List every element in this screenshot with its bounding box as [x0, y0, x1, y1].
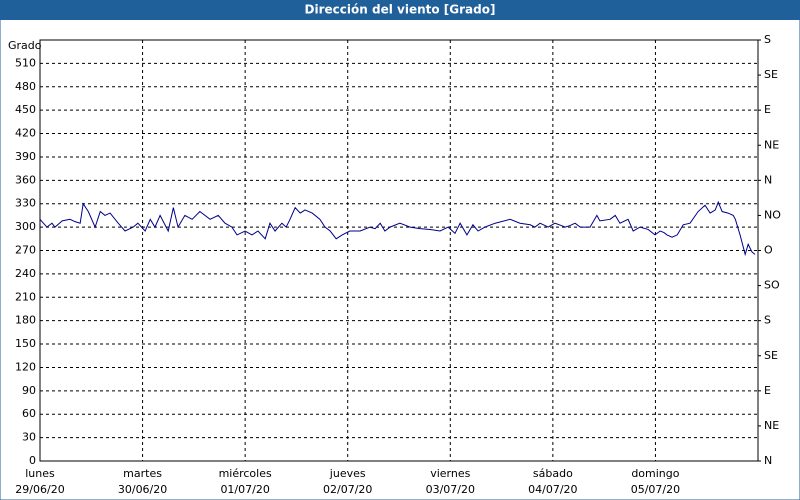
y-tick-label: 480	[15, 80, 36, 93]
x-tick-label: lunes	[25, 467, 55, 480]
y-tick-label: 420	[15, 127, 36, 140]
y-tick-label: 0	[29, 454, 36, 467]
y-tick-label: 360	[15, 173, 36, 186]
y-tick-label: 270	[15, 244, 36, 257]
x-tick-label: jueves	[329, 467, 366, 480]
x-tick-sublabel: 05/07/20	[631, 483, 680, 496]
y-tick-label: 300	[15, 220, 36, 233]
x-tick-sublabel: 29/06/20	[15, 483, 64, 496]
y2-tick-label: N	[764, 173, 772, 186]
y2-tick-label: SE	[764, 68, 778, 81]
y-tick-label: 390	[15, 150, 36, 163]
y2-tick-label: E	[764, 384, 771, 397]
y-tick-label: 150	[15, 337, 36, 350]
x-tick-sublabel: 02/07/20	[323, 483, 372, 496]
y2-tick-label: N	[764, 454, 772, 467]
y2-tick-label: O	[764, 244, 773, 257]
y2-tick-label: NE	[764, 419, 779, 432]
y2-tick-label: SO	[764, 279, 780, 292]
y2-tick-label: E	[764, 103, 771, 116]
y-tick-label: 330	[15, 197, 36, 210]
x-tick-label: miércoles	[219, 467, 272, 480]
x-tick-sublabel: 03/07/20	[426, 483, 475, 496]
x-tick-label: domingo	[631, 467, 679, 480]
y-tick-label: 510	[15, 56, 36, 69]
data-line	[39, 200, 756, 257]
x-tick-label: sábado	[533, 467, 573, 480]
y-tick-label: 90	[22, 384, 36, 397]
y-tick-label: 60	[22, 407, 36, 420]
y-tick-label: 240	[15, 267, 36, 280]
y-axis-label: Grado	[8, 39, 42, 52]
y-tick-label: 180	[15, 314, 36, 327]
x-tick-label: viernes	[430, 467, 470, 480]
y2-tick-label: S	[764, 33, 771, 46]
y2-tick-label: S	[764, 314, 771, 327]
x-tick-sublabel: 04/07/20	[528, 483, 577, 496]
x-tick-label: martes	[123, 467, 162, 480]
y2-tick-label: NE	[764, 138, 779, 151]
x-tick-sublabel: 30/06/20	[118, 483, 167, 496]
y-tick-label: 210	[15, 290, 36, 303]
y2-tick-label: NO	[764, 208, 781, 221]
x-tick-sublabel: 01/07/20	[220, 483, 269, 496]
title-bar	[0, 0, 800, 20]
y-tick-label: 120	[15, 360, 36, 373]
y2-tick-label: SE	[764, 349, 778, 362]
y-tick-label: 450	[15, 103, 36, 116]
chart-title: Dirección del viento [Grado]	[305, 3, 496, 17]
y-tick-label: 30	[22, 431, 36, 444]
